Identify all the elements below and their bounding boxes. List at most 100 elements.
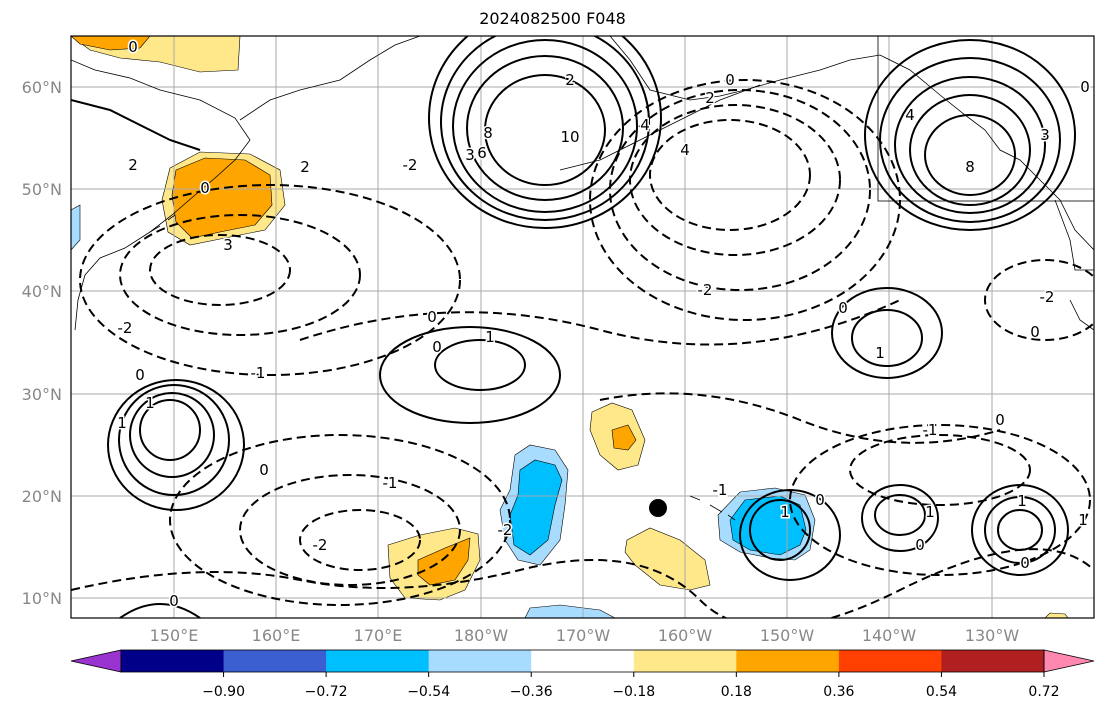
negative-contours [71,79,1094,618]
contour-label: 0 [1020,554,1030,572]
contour-label: -1 [383,474,398,492]
contour-label: 1 [485,328,495,346]
colorbar-extend-high [1043,649,1095,673]
low-se-2 [789,424,1091,576]
colorbar-tick-label: −0.90 [202,684,245,700]
storm-center-dot [649,499,667,517]
shade-blue-edge [71,204,81,251]
contour-label: -2 [313,536,328,554]
high-bering-4 [440,36,650,221]
low-ne-far [984,259,1094,341]
high-bering-3 [452,39,638,213]
contour-label: 1 [1017,492,1027,510]
high-bering-5 [428,36,662,229]
contour-label: 3 [465,146,475,164]
contour-south-band [71,548,1094,618]
contour-label: 3 [1040,126,1050,144]
lon-label: 170°W [556,626,611,645]
high-gulf-5 [864,39,1076,231]
lon-label: 150°E [150,626,199,645]
coast-box [877,36,1094,202]
contour-label: 6 [477,144,487,162]
contour-label: 0 [135,366,145,384]
high-wnp-1 [139,399,201,461]
map-frame [70,35,1095,619]
colorbar-tick-label: −0.18 [612,684,655,700]
contour-label: 2 [128,156,138,174]
map-panel: 0203-2238610402484302-2001101-20-1010-1-… [71,36,1094,618]
colorbar-tick-label: 0.36 [823,684,854,700]
lat-label: 10°N [22,589,62,608]
contour-label: -2 [118,319,133,337]
lat-label: 40°N [22,282,62,301]
lon-label: 180°W [454,626,509,645]
contour-label: 0 [815,491,825,509]
low-east-2 [629,104,841,256]
contour-label: 2 [300,158,310,176]
contour-label: 2 [705,89,715,107]
contour-nw-solid [71,99,201,151]
contour-label: 1 [875,344,885,362]
colorbar-tick-label: 0.54 [926,684,957,700]
low-sw-2 [239,474,461,586]
positive-contours [71,36,1076,618]
contour-label: 1 [925,503,935,521]
high-gulf-3 [894,76,1046,214]
colorbar-frame [120,649,1045,673]
contour-label: 4 [905,106,915,124]
low-west-1 [149,234,291,306]
colorbar-tick-label: 0.18 [721,684,752,700]
colorbar-tick-label: −0.54 [407,684,450,700]
high-wnp-3 [118,384,230,496]
colorbar-segment [326,650,430,672]
map-title: 2024082500 F048 [479,9,626,28]
shade-orange-b [611,424,637,451]
contour-label: 8 [483,124,493,142]
contour-label: 8 [965,158,975,176]
high-ne-2 [831,287,943,379]
lon-label: 170°E [354,626,403,645]
contour-sw-solid [119,603,201,618]
shade-yellow-c [624,527,711,591]
high-bering-1 [484,74,606,186]
lon-label: 130°W [965,626,1020,645]
contour-label: 10 [560,128,579,146]
lon-label: 140°W [862,626,917,645]
low-sw-3 [169,434,511,606]
contour-label: -1 [251,364,266,382]
coast-siberia [239,36,421,121]
contour-labels: 0203-2238610402484302-2001101-20-1010-1-… [116,37,1092,612]
contour-label: 0 [1030,323,1040,341]
contour-label: -1 [713,481,728,499]
contour-label: 0 [915,536,925,554]
high-e1-1 [874,494,926,536]
colorbar-segment [838,650,942,672]
lat-label: 30°N [22,385,62,404]
low-se-1 [849,434,1031,506]
high-gulf-1 [924,114,1016,196]
contour-label: 1 [145,394,155,412]
lon-axis: 150°E 160°E 170°E 180°W 170°W 160°W 150°… [150,626,1020,645]
low-east-1 [649,119,811,231]
contour-label: 0 [200,179,210,197]
lon-label: 160°E [252,626,301,645]
colorbar-tick-label: −0.72 [305,684,348,700]
contour-lat-band [299,299,901,346]
contour-label: 0 [432,338,442,356]
low-west-2 [119,214,361,336]
high-hi-1 [749,499,811,561]
colorbar-segment [121,650,225,672]
shade-orange-nw [71,36,151,51]
contour-label: 4 [680,141,690,159]
low-west-3 [79,184,461,376]
contour-label: 2 [565,71,575,89]
contour-label: 1 [780,503,790,521]
contour-label: 1 [117,414,127,432]
contour-label: 0 [128,38,138,56]
coast-kamchatka [71,59,251,331]
lat-label: 50°N [22,180,62,199]
colorbar-extend-low [70,649,122,673]
lat-axis: 60°N 50°N 40°N 30°N 20°N 10°N [22,78,62,608]
lon-label: 150°W [760,626,815,645]
